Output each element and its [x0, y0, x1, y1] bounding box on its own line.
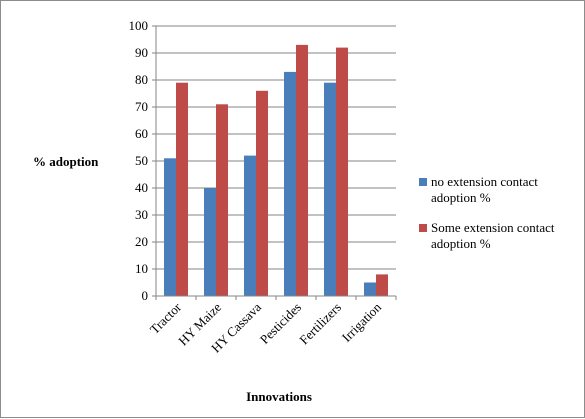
y-tick-label: 40	[135, 180, 148, 195]
legend: no extension contact adoption % Some exten…	[419, 174, 555, 251]
bar-irrigation-series-2	[376, 274, 388, 296]
bar-pesticides-series-1	[284, 72, 296, 296]
bar-fertilizers-series-1	[324, 83, 336, 296]
bar-hy-cassava-series-2	[256, 91, 268, 296]
bar-tractor-series-1	[164, 158, 176, 296]
y-tick-label: 100	[129, 18, 149, 33]
bar-hy-maize-series-2	[216, 104, 228, 296]
legend-label-series-1: no extension contact adoption %	[431, 174, 538, 205]
y-tick-label: 60	[135, 126, 148, 141]
bar-pesticides-series-2	[296, 45, 308, 296]
x-tick-label: Fertilizers	[296, 300, 344, 348]
legend-label-series-2: Some extension contact adoption %	[431, 220, 555, 251]
legend-swatch-series-2	[419, 224, 427, 232]
y-tick-label: 10	[135, 261, 148, 276]
x-axis-title: Innovations	[246, 389, 312, 404]
legend-swatch-series-1	[419, 178, 427, 186]
bar-fertilizers-series-2	[336, 48, 348, 296]
y-tick-label: 20	[135, 234, 148, 249]
gridlines	[156, 26, 396, 269]
x-tick-label: Irrigation	[339, 299, 385, 345]
bar-hy-maize-series-1	[204, 188, 216, 296]
y-tick-label: 80	[135, 72, 148, 87]
y-axis-title: % adoption	[33, 154, 99, 169]
y-tick-label: 50	[135, 153, 148, 168]
y-tick-label: 90	[135, 45, 148, 60]
x-tick-label: Pesticides	[257, 300, 304, 347]
y-ticks: 0 10 20 30 40 50 60 70 80 90 100	[129, 18, 157, 303]
x-tick-label: Tractor	[147, 299, 185, 337]
bars	[164, 45, 388, 296]
y-tick-label: 70	[135, 99, 148, 114]
bar-irrigation-series-1	[364, 283, 376, 297]
y-tick-label: 30	[135, 207, 148, 222]
y-tick-label: 0	[142, 288, 149, 303]
bar-hy-cassava-series-1	[244, 156, 256, 296]
bar-tractor-series-2	[176, 83, 188, 296]
